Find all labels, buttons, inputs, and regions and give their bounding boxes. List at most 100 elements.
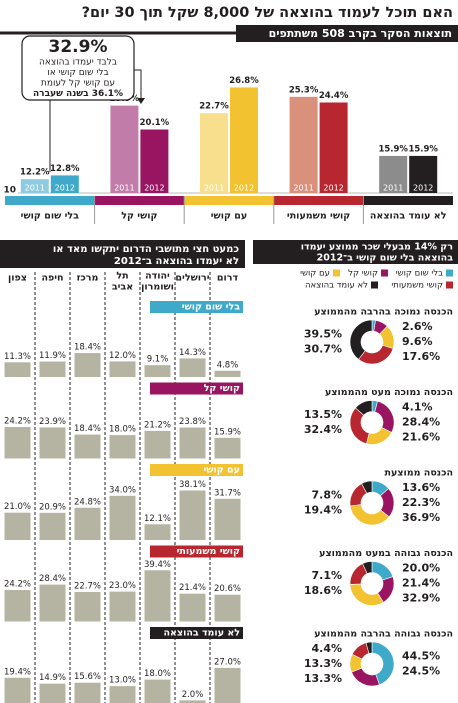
value-label: 28.4% [39, 574, 66, 584]
table-bar [214, 594, 241, 622]
table-bar [74, 591, 101, 622]
donut-segment [362, 561, 373, 574]
donut-title: בהוצאה בלי שום קושי ב־2012 [317, 253, 454, 264]
table-bar [179, 358, 206, 377]
value-label: 25.3% [289, 85, 319, 95]
column-header: חיפה [41, 273, 63, 284]
table-bar [39, 512, 66, 540]
donut-value-label: 19.4% [304, 504, 342, 517]
donut-value-label: 32.4% [304, 423, 342, 436]
table-bar [214, 370, 241, 377]
donut-segment [349, 319, 373, 360]
bar-year-label: 2011 [293, 184, 313, 193]
value-label: 15.9% [214, 427, 241, 437]
section-label: קושי משמעותי [177, 546, 240, 557]
table-title: לא יעמדו בהוצאה ב־2012 [114, 256, 239, 267]
donut-value-label: 30.7% [304, 343, 342, 356]
donut-chart-title: הכנסה ממוצעת [384, 468, 453, 479]
value-label: 18.4% [74, 424, 101, 434]
column-header: ירושלים [175, 273, 209, 284]
callout-text: 36.1% בשנה שעברה [33, 89, 123, 99]
callout-arrow [134, 69, 142, 100]
legend-label: קושי קל [348, 269, 378, 279]
category-strip [273, 196, 364, 205]
bar-year-label: 2012 [55, 184, 75, 193]
section-label: בלי שום קושי [182, 302, 240, 313]
table-bar [179, 490, 206, 540]
callout-text: עם קושי קל לעומת [41, 79, 115, 89]
legend-swatch [333, 269, 340, 277]
value-label: 38.1% [179, 480, 206, 490]
category-label: בלי שום קושי [21, 211, 79, 222]
bar-year-label: 2012 [144, 184, 164, 193]
table-bar [214, 498, 241, 540]
bar-year-label: 2012 [234, 184, 254, 193]
donut-chart-title: הכנסה נמוכה מעט מהממוצע [325, 387, 453, 398]
value-label: 20.1% [140, 118, 170, 128]
section-tag [150, 301, 243, 313]
value-label: 13.0% [109, 676, 136, 686]
table-bar [4, 427, 31, 459]
table-bar [179, 427, 206, 459]
subtitle-bar [236, 25, 458, 42]
value-label: 20.6% [214, 584, 241, 594]
table-bar [144, 365, 171, 377]
bar [409, 155, 438, 193]
bar-year-label: 2011 [25, 184, 45, 193]
section-label: עם קושי [203, 465, 240, 476]
bar [110, 105, 139, 193]
value-label: 9.1% [147, 355, 169, 365]
value-label: 26.8% [229, 76, 259, 86]
y-tick-label: 10 [3, 186, 16, 196]
bar [200, 113, 228, 193]
category-label: לא עומד בהוצאה [370, 211, 447, 222]
bar [50, 175, 79, 193]
donut-value-label: 18.6% [304, 584, 342, 597]
callout-arrowhead [137, 98, 145, 104]
table-bar [144, 430, 171, 459]
value-label: 24.8% [74, 497, 101, 507]
column-header: יהודה [145, 271, 170, 282]
section-tag [150, 382, 243, 395]
category-strip [94, 196, 185, 205]
donut-value-label: 21.4% [402, 577, 440, 590]
value-label: 4.8% [217, 360, 239, 370]
table-bar [39, 584, 66, 622]
table-bar [109, 591, 136, 622]
table-bar [4, 590, 31, 622]
callout-box [21, 35, 135, 101]
table-bar [109, 686, 136, 703]
value-label: 39.4% [144, 560, 171, 570]
value-label: 15.9% [408, 144, 438, 154]
donut-value-label: 21.6% [402, 431, 440, 444]
value-label: 22.7% [74, 581, 101, 591]
bar-year-label: 2011 [204, 184, 224, 193]
column-header: מרכז [77, 273, 99, 284]
value-label: 21.0% [4, 502, 31, 512]
page-title: האם תוכל לעמוד בהוצאה של 8,000 שקל תוך 3… [82, 5, 453, 21]
donut-value-label: 28.4% [402, 416, 440, 429]
section-label: לא עומד בהוצאה [163, 628, 240, 639]
donut-value-label: 32.9% [402, 592, 440, 605]
table-bar [74, 353, 101, 377]
value-label: 12.8% [50, 164, 80, 174]
value-label: 18.0% [109, 425, 136, 435]
value-label: 24.2% [4, 417, 31, 427]
value-label: 21.4% [179, 583, 206, 593]
value-label: 22.7% [199, 102, 229, 112]
donut-value-label: 7.8% [311, 489, 342, 502]
value-label: 34.0% [109, 485, 136, 495]
donut-chart-title: הכנסה גבוהה במעט מהממוצע [319, 548, 453, 559]
category-strip [184, 196, 274, 205]
value-label: 15.6% [74, 672, 101, 682]
section-tag [150, 627, 243, 639]
table-bar [39, 361, 66, 377]
bar-year-label: 2011 [114, 184, 134, 193]
table-title: כמעט חצי מתושבי הדרום יתקשו מאד או [53, 244, 239, 255]
donut-segment [365, 641, 373, 654]
legend-swatch [446, 269, 453, 277]
donut-value-label: 24.5% [402, 665, 440, 678]
table-bar [214, 437, 241, 459]
legend-swatch [381, 269, 388, 277]
donut-value-label: 9.6% [402, 335, 433, 348]
